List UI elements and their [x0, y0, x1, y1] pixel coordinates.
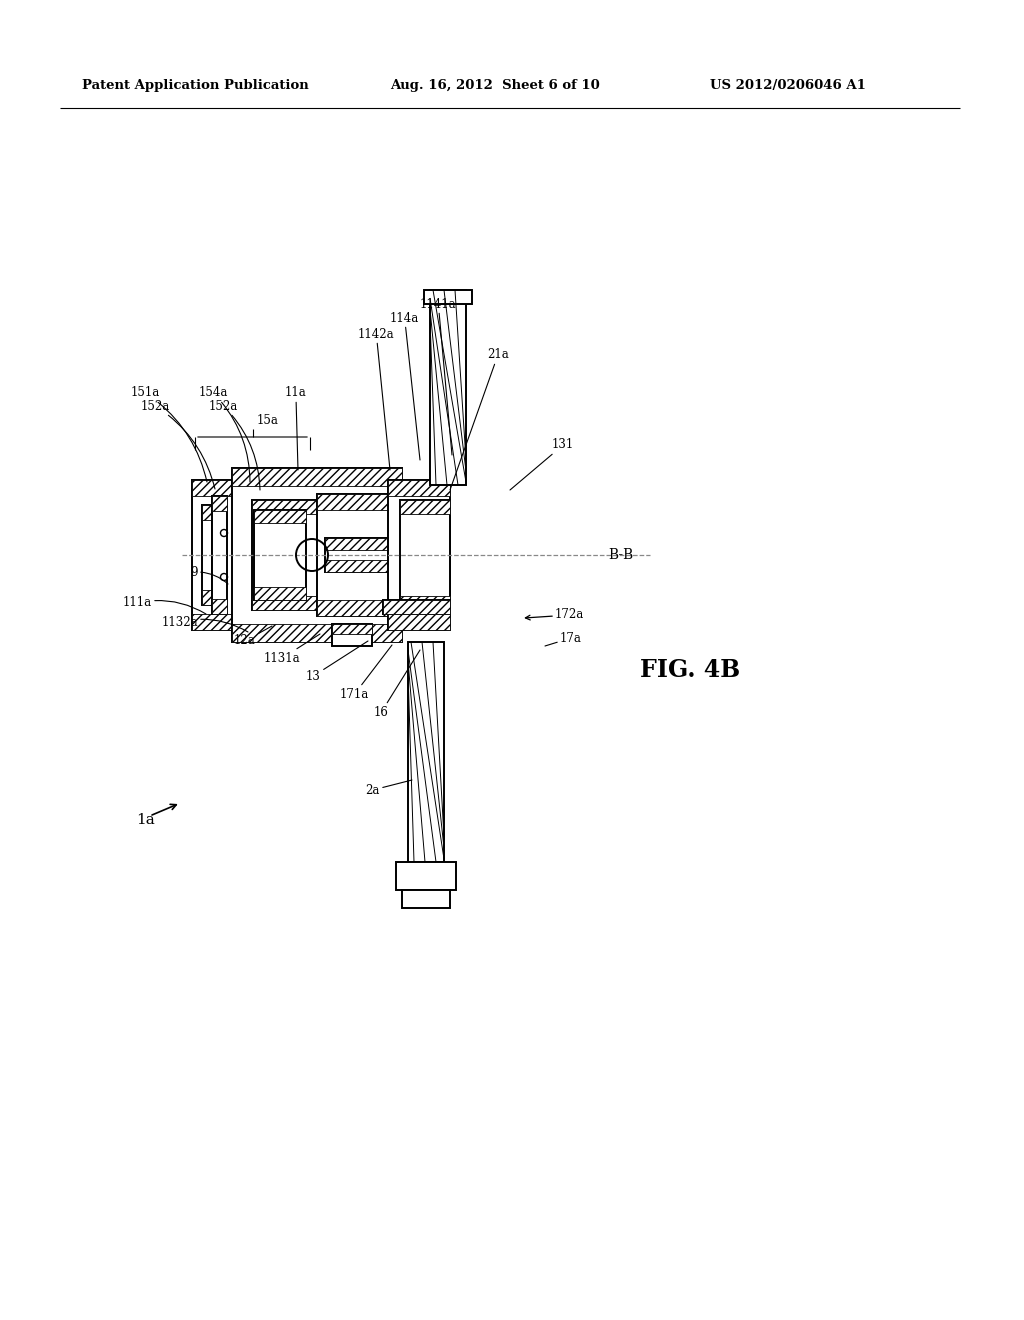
Bar [202, 506, 212, 605]
Bar [408, 642, 444, 862]
Text: 9: 9 [190, 565, 228, 583]
Bar [424, 290, 472, 304]
Bar [388, 494, 402, 616]
Text: 15a: 15a [256, 414, 279, 428]
Bar [325, 560, 388, 572]
Text: FIG. 4B: FIG. 4B [640, 657, 740, 682]
Bar [388, 480, 450, 496]
Text: 1a: 1a [136, 813, 155, 828]
Text: US 2012/0206046 A1: US 2012/0206046 A1 [710, 78, 866, 91]
Text: 11a: 11a [285, 387, 307, 470]
Text: 1141a: 1141a [420, 297, 457, 455]
Text: B-B: B-B [608, 548, 633, 562]
Text: 152a: 152a [209, 400, 260, 490]
Bar [400, 500, 450, 610]
Bar [202, 506, 212, 520]
Text: Patent Application Publication: Patent Application Publication [82, 78, 309, 91]
Text: 172a: 172a [525, 609, 585, 622]
Text: 17a: 17a [545, 631, 582, 645]
Bar [254, 510, 306, 601]
Bar [212, 496, 227, 511]
Text: 1131a: 1131a [264, 634, 319, 664]
Bar [317, 601, 402, 616]
Text: 16: 16 [374, 649, 420, 718]
Bar [232, 469, 402, 486]
Text: 114a: 114a [390, 312, 420, 459]
Bar [388, 480, 450, 630]
Bar [396, 862, 456, 890]
Bar [252, 597, 382, 610]
Bar [317, 494, 402, 510]
Bar [325, 539, 388, 550]
Text: 13: 13 [306, 642, 368, 682]
Bar [232, 624, 402, 642]
Bar [254, 587, 306, 601]
Bar [430, 290, 466, 484]
Bar [212, 496, 227, 614]
Text: 154a: 154a [199, 387, 250, 482]
Text: 131: 131 [510, 438, 574, 490]
Bar [317, 494, 402, 616]
Text: 171a: 171a [340, 645, 392, 701]
Text: 1132a: 1132a [162, 615, 248, 632]
Bar [252, 500, 382, 513]
Text: 2a: 2a [366, 780, 412, 796]
Bar [402, 890, 450, 908]
Bar [332, 624, 372, 645]
Bar [383, 601, 450, 614]
Bar [400, 500, 450, 513]
Bar [202, 590, 212, 605]
Text: Aug. 16, 2012  Sheet 6 of 10: Aug. 16, 2012 Sheet 6 of 10 [390, 78, 600, 91]
Bar [325, 539, 388, 572]
Bar [212, 599, 227, 614]
Text: 152a: 152a [140, 400, 215, 488]
Text: 151a: 151a [131, 387, 207, 482]
Bar [193, 480, 234, 630]
Bar [254, 510, 306, 523]
Text: 111a: 111a [123, 597, 206, 614]
Bar [193, 480, 234, 496]
Text: 12a: 12a [234, 626, 272, 648]
Bar [332, 624, 372, 634]
Bar [388, 614, 450, 630]
Bar [232, 469, 402, 642]
Text: 1142a: 1142a [358, 327, 394, 470]
Bar [400, 597, 450, 610]
Bar [193, 614, 234, 630]
Bar [252, 500, 382, 610]
Text: 21a: 21a [450, 348, 509, 490]
Bar [383, 601, 450, 614]
